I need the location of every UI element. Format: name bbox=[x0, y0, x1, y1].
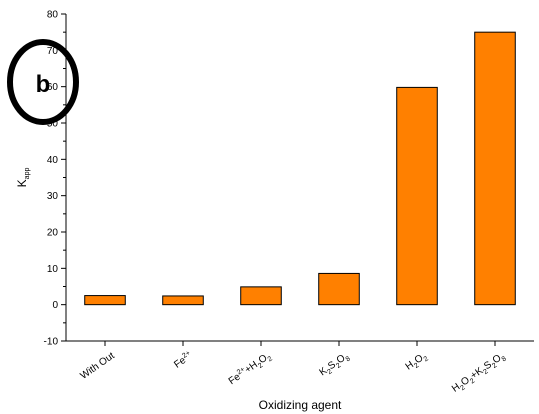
bar-fe2-h2o2 bbox=[240, 286, 282, 306]
y-tick-label: 30 bbox=[47, 191, 59, 202]
y-tick-label: 70 bbox=[47, 46, 59, 57]
y-tick-label: 80 bbox=[47, 10, 59, 21]
bar-without bbox=[84, 295, 126, 306]
x-tick-label-k2s2o8: K2​S2​O8​ bbox=[318, 350, 352, 380]
bar-h2o2 bbox=[396, 86, 438, 306]
bar-k2s2o8 bbox=[318, 272, 360, 306]
x-tick-label-without: With Out bbox=[79, 350, 117, 381]
x-axis-title: Oxidizing agent bbox=[259, 398, 342, 412]
y-tick-label: 60 bbox=[47, 82, 59, 93]
panel-label-badge: b bbox=[7, 39, 79, 125]
x-tick-label-fe2-h2o2: Fe2+​+H2​O2​ bbox=[226, 350, 274, 389]
x-ticks-group: With Out Fe2+​ Fe2+​+H2​O2​ K2​S2​O8​ H2​O2​… bbox=[79, 341, 508, 396]
x-tick-label-h2o2-k2s2o8: H2​O2​+K2​S2​O8​ bbox=[450, 350, 508, 396]
y-tick-label: 50 bbox=[47, 119, 59, 130]
y-tick-label: -10 bbox=[44, 337, 59, 348]
y-tick-label: 0 bbox=[52, 300, 58, 311]
bar-h2o2-k2s2o8 bbox=[474, 31, 516, 306]
axes-group bbox=[65, 14, 534, 342]
y-tick-label: 20 bbox=[47, 228, 59, 239]
y-ticks-group: -10 0 10 20 30 40 50 60 70 80 bbox=[44, 10, 66, 348]
bars-group bbox=[84, 31, 516, 306]
panel-label: b bbox=[36, 71, 51, 98]
x-tick-label-fe2: Fe2+​ bbox=[172, 350, 195, 371]
y-axis-title: Kapp bbox=[15, 168, 31, 188]
panel-label-circle bbox=[7, 39, 79, 125]
x-tick-label-h2o2: H2​O2​ bbox=[404, 350, 430, 374]
y-tick-label: 10 bbox=[47, 264, 59, 275]
y-tick-label: 40 bbox=[47, 155, 59, 166]
bar-fe2 bbox=[162, 295, 204, 306]
